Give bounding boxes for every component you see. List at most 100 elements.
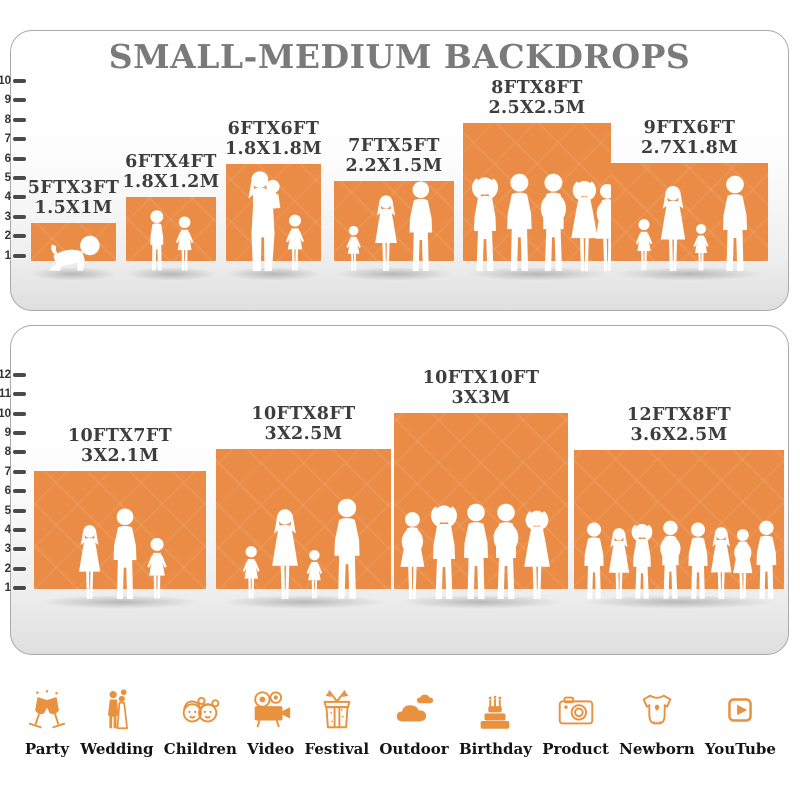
ruler-number: 5 bbox=[4, 172, 11, 184]
ruler-number: 4 bbox=[4, 524, 11, 536]
ruler-number: 9 bbox=[4, 427, 11, 439]
ruler-number: 2 bbox=[4, 563, 11, 575]
panel-large: 12 11 10 9 8 7 6 5 4 3 2 1 10FTX7FT 3X2.1… bbox=[0, 325, 792, 655]
category-label: YouTube bbox=[704, 740, 776, 758]
category-product: Product bbox=[542, 687, 609, 758]
wedding-couple-icon bbox=[107, 689, 128, 730]
ruler-tick: 12 bbox=[0, 369, 26, 381]
ruler-tick: 1 bbox=[0, 582, 26, 594]
category-video: Video bbox=[247, 687, 294, 758]
movie-camera-icon bbox=[253, 691, 290, 728]
ruler-tick: 1 bbox=[0, 250, 26, 262]
backdrop-10ftx8ft: 10FTX8FT 3X2.5M bbox=[208, 404, 399, 610]
ruler-tick: 2 bbox=[0, 230, 26, 242]
category-label: Party bbox=[24, 740, 70, 758]
backdrop-5ftx3ft: 5FTX3FT 1.5X1M bbox=[23, 178, 124, 282]
ruler-tick: 10 bbox=[0, 75, 26, 87]
ruler-number: 1 bbox=[4, 582, 11, 594]
ruler-number: 6 bbox=[4, 153, 11, 165]
silhouette-girl-woman-man bbox=[346, 181, 433, 272]
ruler-number: 6 bbox=[4, 485, 11, 497]
tick-dash bbox=[12, 117, 26, 123]
baby-onesie-icon bbox=[642, 694, 672, 725]
silhouette-crawling-baby bbox=[49, 235, 100, 271]
tick-dash bbox=[12, 253, 26, 259]
category-birthday: Birthday bbox=[459, 687, 532, 758]
ruler-number: 10 bbox=[0, 75, 11, 87]
backdrop-8ftx8ft: 8FTX8FT 2.5X2.5M bbox=[455, 78, 619, 282]
ruler-number: 3 bbox=[4, 211, 11, 223]
backdrop-10ftx10ft: 10FTX10FT 3X3M bbox=[386, 368, 576, 610]
backdrop-9ftx6ft: 9FTX6FT 2.7X1.8M bbox=[603, 118, 776, 282]
tick-dash bbox=[12, 469, 26, 475]
tick-dash bbox=[12, 372, 26, 378]
ruler-tick: 7 bbox=[0, 466, 26, 478]
category-label: Wedding bbox=[80, 740, 154, 758]
ruler-number: 10 bbox=[0, 408, 11, 420]
category-label: Children bbox=[163, 740, 237, 758]
silhouette-group-of-eight bbox=[584, 520, 777, 600]
ruler-tick: 6 bbox=[0, 485, 26, 497]
backdrop-6ftx4ft: 6FTX4FT 1.8X1.2M bbox=[118, 152, 224, 282]
ruler-number: 8 bbox=[4, 446, 11, 458]
category-party: Party bbox=[24, 687, 70, 758]
category-children: Children bbox=[164, 687, 237, 758]
tick-dash bbox=[12, 585, 26, 591]
backdrop-6ftx6ft: 6FTX6FT 1.8X1.8M bbox=[218, 119, 329, 282]
tick-dash bbox=[12, 449, 26, 455]
ruler-number: 5 bbox=[4, 505, 11, 517]
category-row: Party Wedding bbox=[24, 662, 776, 758]
backdrop-rect bbox=[126, 197, 216, 261]
backdrop-size-label: 8FTX8FT 2.5X2.5M bbox=[488, 77, 586, 119]
backdrop-size-label: 6FTX6FT 1.8X1.8M bbox=[224, 118, 323, 160]
category-label: Festival bbox=[304, 740, 370, 758]
silhouette-group-of-five bbox=[472, 173, 611, 272]
tick-dash bbox=[12, 391, 26, 397]
tick-dash bbox=[12, 488, 26, 494]
tick-dash bbox=[12, 566, 26, 572]
ruler-number: 7 bbox=[4, 133, 11, 145]
ruler-tick: 8 bbox=[0, 446, 26, 458]
children-faces-icon bbox=[183, 696, 220, 723]
party-toast-glasses-icon bbox=[28, 690, 66, 729]
tick-dash bbox=[12, 214, 26, 220]
ruler-tick: 2 bbox=[0, 563, 26, 575]
category-wedding: Wedding bbox=[80, 687, 154, 758]
ruler-tick: 3 bbox=[0, 543, 26, 555]
ruler-tick: 3 bbox=[0, 211, 26, 223]
ruler-number: 2 bbox=[4, 230, 11, 242]
ruler-number: 1 bbox=[4, 250, 11, 262]
backdrop-size-label: 12FTX8FT 3.6X2.5M bbox=[626, 404, 732, 446]
category-label: Product bbox=[542, 740, 609, 758]
backdrop-size-label: 7FTX5FT 2.2X1.5M bbox=[345, 135, 443, 177]
panel-small-medium: SMALL-MEDIUM BACKDROPS 10 9 8 7 6 5 4 3 … bbox=[0, 30, 789, 311]
category-newborn: Newborn bbox=[619, 687, 695, 758]
ruler-tick: 9 bbox=[0, 427, 26, 439]
tick-dash bbox=[12, 527, 26, 533]
backdrop-rect bbox=[334, 181, 454, 261]
backdrop-size-label: 9FTX6FT 2.7X1.8M bbox=[640, 117, 739, 159]
backdrop-12ftx8ft: 12FTX8FT 3.6X2.5M bbox=[566, 405, 792, 610]
silhouette-boy-and-girl bbox=[150, 210, 194, 271]
silhouette-group-of-five bbox=[400, 503, 550, 600]
category-festival: Festival bbox=[304, 687, 370, 758]
page-title: SMALL-MEDIUM BACKDROPS bbox=[108, 37, 691, 76]
birthday-cake-icon bbox=[481, 695, 510, 729]
silhouette-mother-and-girl bbox=[248, 171, 304, 271]
tick-dash bbox=[12, 430, 26, 436]
tick-dash bbox=[12, 78, 26, 84]
backdrop-size-label: 10FTX10FT 3X3M bbox=[422, 367, 540, 409]
category-youtube: YouTube bbox=[705, 687, 776, 758]
ruler-number: 9 bbox=[4, 94, 11, 106]
backdrop-size-label: 10FTX8FT 3X2.5M bbox=[251, 403, 356, 445]
ruler-tick: 6 bbox=[0, 153, 26, 165]
tick-dash bbox=[12, 546, 26, 552]
backdrop-7ftx5ft: 7FTX5FT 2.2X1.5M bbox=[326, 136, 462, 282]
tick-dash bbox=[12, 136, 26, 142]
ruler-number: 11 bbox=[0, 388, 11, 400]
category-label: Newborn bbox=[619, 740, 695, 758]
category-label: Video bbox=[247, 740, 295, 758]
silhouette-family-of-four bbox=[242, 498, 360, 599]
ruler-tick: 5 bbox=[0, 505, 26, 517]
